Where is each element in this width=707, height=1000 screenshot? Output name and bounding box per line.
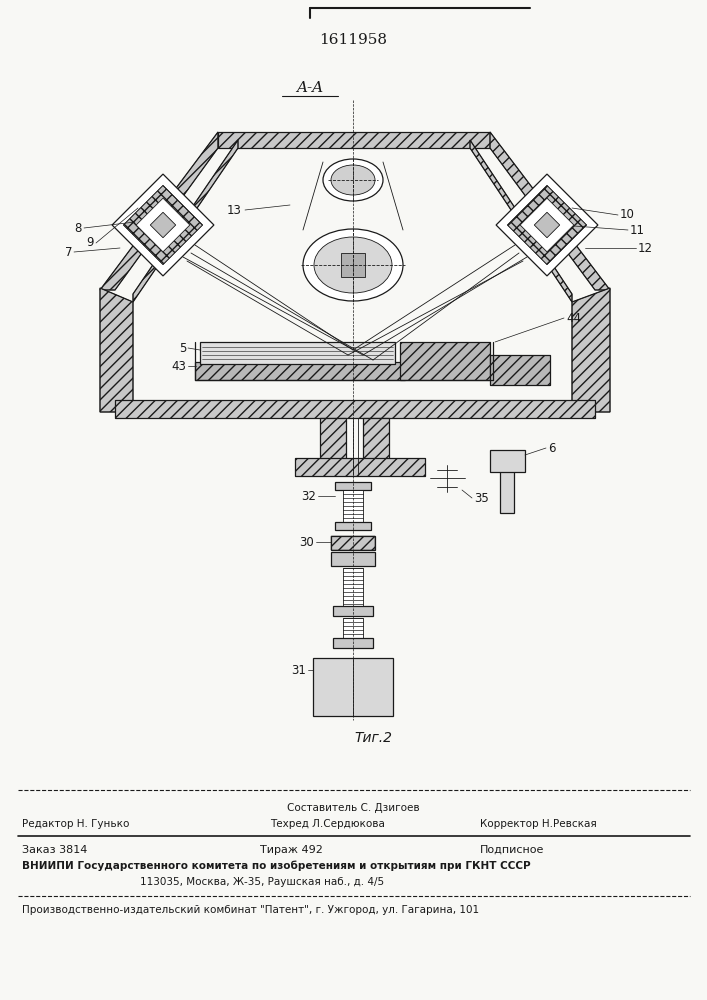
Text: 11: 11 xyxy=(630,224,645,236)
Text: 44: 44 xyxy=(566,312,581,324)
Text: Составитель С. Дзигоев: Составитель С. Дзигоев xyxy=(286,803,419,813)
Bar xyxy=(343,618,363,640)
Bar xyxy=(335,522,371,530)
Polygon shape xyxy=(100,132,218,290)
Text: Подписное: Подписное xyxy=(480,845,544,855)
Text: 32: 32 xyxy=(301,489,316,502)
Bar xyxy=(490,450,525,472)
Polygon shape xyxy=(470,140,572,302)
Bar xyxy=(490,355,550,385)
Ellipse shape xyxy=(331,165,375,195)
Text: 8: 8 xyxy=(75,222,82,234)
Text: Тираж 492: Тираж 492 xyxy=(260,845,323,855)
Bar xyxy=(218,132,490,148)
Bar xyxy=(335,482,371,490)
Bar xyxy=(400,342,490,380)
Bar xyxy=(343,490,363,522)
Polygon shape xyxy=(124,185,203,265)
Text: 113035, Москва, Ж-35, Раушская наб., д. 4/5: 113035, Москва, Ж-35, Раушская наб., д. … xyxy=(140,877,384,887)
Text: 1611958: 1611958 xyxy=(319,33,387,47)
Bar xyxy=(331,552,375,566)
Bar xyxy=(331,536,375,550)
Polygon shape xyxy=(151,212,176,238)
Bar xyxy=(490,355,550,385)
Bar xyxy=(363,418,389,463)
Text: 30: 30 xyxy=(299,536,314,548)
Bar xyxy=(295,458,425,476)
Text: Редактор Н. Гунько: Редактор Н. Гунько xyxy=(22,819,129,829)
Text: A-A: A-A xyxy=(296,81,324,95)
Bar xyxy=(343,568,363,606)
Bar xyxy=(320,418,346,463)
Text: ВНИИПИ Государственного комитета по изобретениям и открытиям при ГКНТ СССР: ВНИИПИ Государственного комитета по изоб… xyxy=(22,861,531,871)
Text: 13: 13 xyxy=(227,204,242,217)
Polygon shape xyxy=(520,198,574,252)
Bar xyxy=(333,606,373,616)
Polygon shape xyxy=(100,288,133,412)
Bar xyxy=(115,400,595,418)
Text: 43: 43 xyxy=(171,360,186,372)
Bar xyxy=(320,418,346,463)
Polygon shape xyxy=(490,132,610,290)
Ellipse shape xyxy=(323,159,383,201)
Text: 5: 5 xyxy=(179,342,186,355)
Bar xyxy=(313,658,393,716)
Polygon shape xyxy=(508,185,587,265)
Polygon shape xyxy=(112,174,214,276)
Bar xyxy=(195,362,405,380)
Text: 6: 6 xyxy=(548,442,556,454)
Text: 31: 31 xyxy=(291,664,306,676)
Bar xyxy=(363,418,389,463)
Text: Заказ 3814: Заказ 3814 xyxy=(22,845,88,855)
Bar xyxy=(195,362,405,380)
Text: 9: 9 xyxy=(86,236,94,249)
Polygon shape xyxy=(572,288,610,412)
Polygon shape xyxy=(341,253,365,277)
Text: 7: 7 xyxy=(64,245,72,258)
Bar xyxy=(115,400,595,418)
Text: Τиг.2: Τиг.2 xyxy=(354,731,392,745)
Text: 12: 12 xyxy=(638,241,653,254)
Text: 10: 10 xyxy=(620,209,635,222)
Text: Техред Л.Сердюкова: Техред Л.Сердюкова xyxy=(270,819,385,829)
Text: Корректор Н.Ревская: Корректор Н.Ревская xyxy=(480,819,597,829)
Bar xyxy=(218,132,490,148)
Text: Производственно-издательский комбинат "Патент", г. Ужгород, ул. Гагарина, 101: Производственно-издательский комбинат "П… xyxy=(22,905,479,915)
Bar xyxy=(400,342,490,380)
Bar xyxy=(200,342,395,364)
Ellipse shape xyxy=(303,229,403,301)
Polygon shape xyxy=(133,140,238,302)
Bar xyxy=(295,458,425,476)
Polygon shape xyxy=(136,198,190,252)
Ellipse shape xyxy=(314,237,392,293)
Text: 35: 35 xyxy=(474,491,489,504)
Polygon shape xyxy=(534,212,560,238)
Bar xyxy=(500,458,514,513)
Bar xyxy=(333,638,373,648)
Bar xyxy=(331,536,375,550)
Polygon shape xyxy=(496,174,598,276)
